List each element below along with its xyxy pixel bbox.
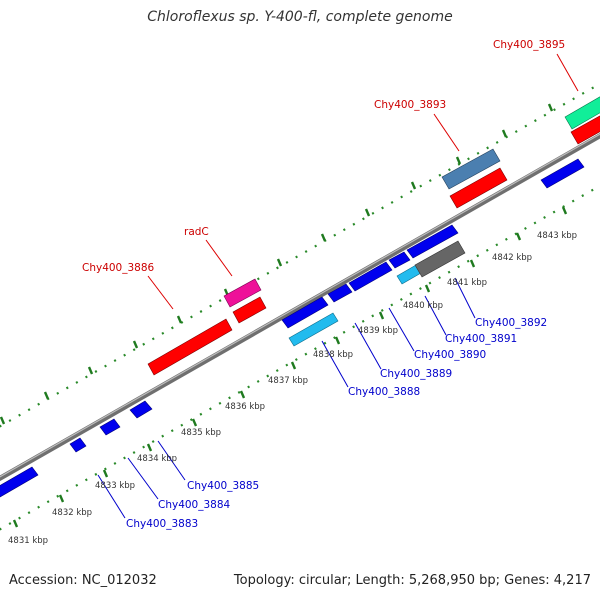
topology-text: Topology: circular; Length: 5,268,950 bp… (233, 573, 591, 588)
tick-label: 4843 kbp (537, 231, 577, 241)
outer-dotted-guide (0, 82, 600, 428)
gene-arrow-chy400-3888b (327, 283, 353, 303)
tick-label: 4831 kbp (8, 536, 48, 546)
gene-arrow-chy400-3883 (0, 466, 39, 498)
gene-label: Chy400_3886 (82, 262, 155, 274)
forward-genes (147, 96, 600, 376)
gene-arrow-radc-red (232, 296, 267, 324)
gene-arrow-chy400-3893-red (449, 167, 508, 209)
map-title: Chloroflexus sp. Y-400-fl, complete geno… (147, 9, 453, 25)
accession-text: Accession: NC_012032 (9, 573, 157, 588)
tick-label: 4834 kbp (137, 454, 177, 464)
tick-label: 4841 kbp (447, 278, 487, 288)
gene-arrow-chy400-3884 (69, 437, 87, 453)
gene-arrow-chy400-3895-red (570, 115, 600, 145)
gene-arrow-radc-pink (223, 278, 262, 308)
scale-ticks (0, 103, 568, 528)
gene-label: Chy400_3889 (380, 368, 452, 380)
gene-label: Chy400_3895 (493, 39, 565, 51)
genome-backbone (0, 132, 600, 482)
reverse-genes (0, 158, 585, 498)
gene-label: Chy400_3891 (445, 333, 517, 345)
gene-arrow-chy400-3892-grey (414, 240, 466, 278)
gene-arrow-chy400-3895-green (564, 96, 600, 130)
gene-arrow-chy400-3886 (147, 318, 233, 376)
tick-label: 4837 kbp (268, 376, 308, 386)
gene-arrow-chy400-3888a (281, 296, 329, 329)
gene-label: Chy400_3888 (348, 386, 420, 398)
tick-label: 4833 kbp (95, 481, 135, 491)
gene-arrow-chy400-3885b (129, 400, 153, 419)
inner-dotted-guide (0, 184, 600, 531)
label-leaders (97, 53, 579, 519)
gene-arrow-chy400-3885 (99, 418, 121, 436)
gene-arrow-chy400-3890 (388, 251, 411, 269)
tick-label: 4836 kbp (225, 402, 265, 412)
tick-label: 4842 kbp (492, 253, 532, 263)
tick-label: 4839 kbp (358, 326, 398, 336)
tick-label: 4835 kbp (181, 428, 221, 438)
gene-arrow-chy400-3893-steel (441, 148, 501, 190)
gene-arrow-chy400-3889 (348, 261, 393, 292)
gene-arrow-chy400-3891 (406, 224, 459, 259)
tick-label: 4840 kbp (403, 301, 443, 311)
gene-label: Chy400_3892 (475, 317, 547, 329)
tick-label: 4832 kbp (52, 508, 92, 518)
gene-label: radC (184, 226, 209, 238)
gene-label: Chy400_3885 (187, 480, 259, 492)
gene-label: Chy400_3890 (414, 349, 486, 361)
gene-arrow-chy400-3892 (540, 158, 585, 189)
gene-arrow-chy400-3888-cyan (288, 312, 339, 347)
tick-label: 4838 kbp (313, 350, 353, 360)
tick-labels: 4831 kbp 4832 kbp 4833 kbp 4834 kbp 4835… (8, 231, 577, 546)
gene-label: Chy400_3883 (126, 518, 198, 530)
gene-label: Chy400_3893 (374, 99, 446, 111)
gene-label: Chy400_3884 (158, 499, 231, 511)
gene-labels-forward: Chy400_3886 radC Chy400_3893 Chy400_3895 (82, 39, 565, 274)
gene-labels-reverse: Chy400_3883 Chy400_3884 Chy400_3885 Chy4… (126, 317, 547, 530)
